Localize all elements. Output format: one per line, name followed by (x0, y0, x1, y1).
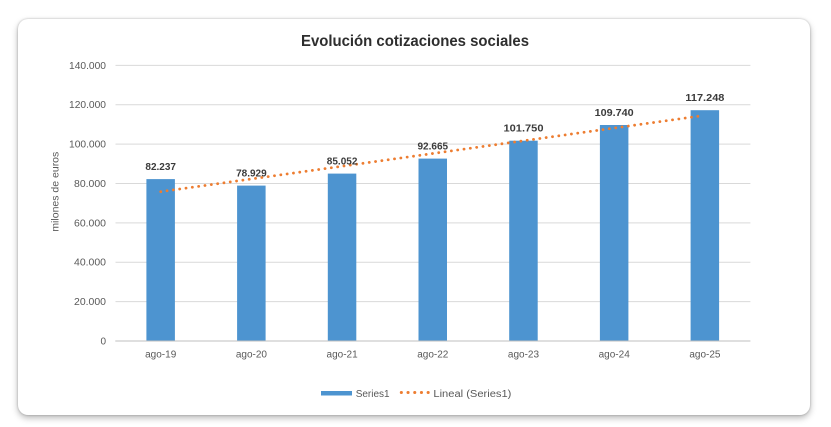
svg-text:60.000: 60.000 (74, 218, 106, 229)
svg-text:ago-25: ago-25 (689, 350, 721, 361)
svg-text:ago-21: ago-21 (327, 350, 359, 361)
svg-text:80.000: 80.000 (74, 179, 106, 190)
svg-text:117.248: 117.248 (685, 93, 724, 104)
svg-text:100.000: 100.000 (69, 140, 106, 151)
svg-text:0: 0 (100, 336, 106, 347)
svg-text:ago-23: ago-23 (508, 350, 540, 361)
svg-text:120.000: 120.000 (69, 100, 106, 111)
svg-text:82.237: 82.237 (145, 162, 176, 173)
svg-text:Series1: Series1 (356, 389, 390, 400)
svg-text:20.000: 20.000 (74, 297, 106, 308)
svg-text:109.740: 109.740 (595, 108, 634, 119)
svg-text:85.052: 85.052 (327, 157, 358, 168)
svg-text:78.929: 78.929 (236, 169, 267, 180)
svg-text:140.000: 140.000 (69, 61, 106, 72)
svg-text:ago-22: ago-22 (417, 350, 449, 361)
svg-text:Evolución cotizaciones sociale: Evolución cotizaciones sociales (301, 33, 529, 50)
svg-text:92.665: 92.665 (418, 142, 449, 153)
svg-text:101.750: 101.750 (504, 124, 544, 135)
svg-text:ago-19: ago-19 (145, 350, 177, 361)
svg-text:ago-20: ago-20 (236, 350, 268, 361)
svg-text:ago-24: ago-24 (599, 350, 631, 361)
svg-text:40.000: 40.000 (74, 258, 106, 269)
svg-text:milones de euros: milones de euros (49, 152, 61, 232)
svg-text:Lineal (Series1): Lineal (Series1) (433, 389, 511, 400)
